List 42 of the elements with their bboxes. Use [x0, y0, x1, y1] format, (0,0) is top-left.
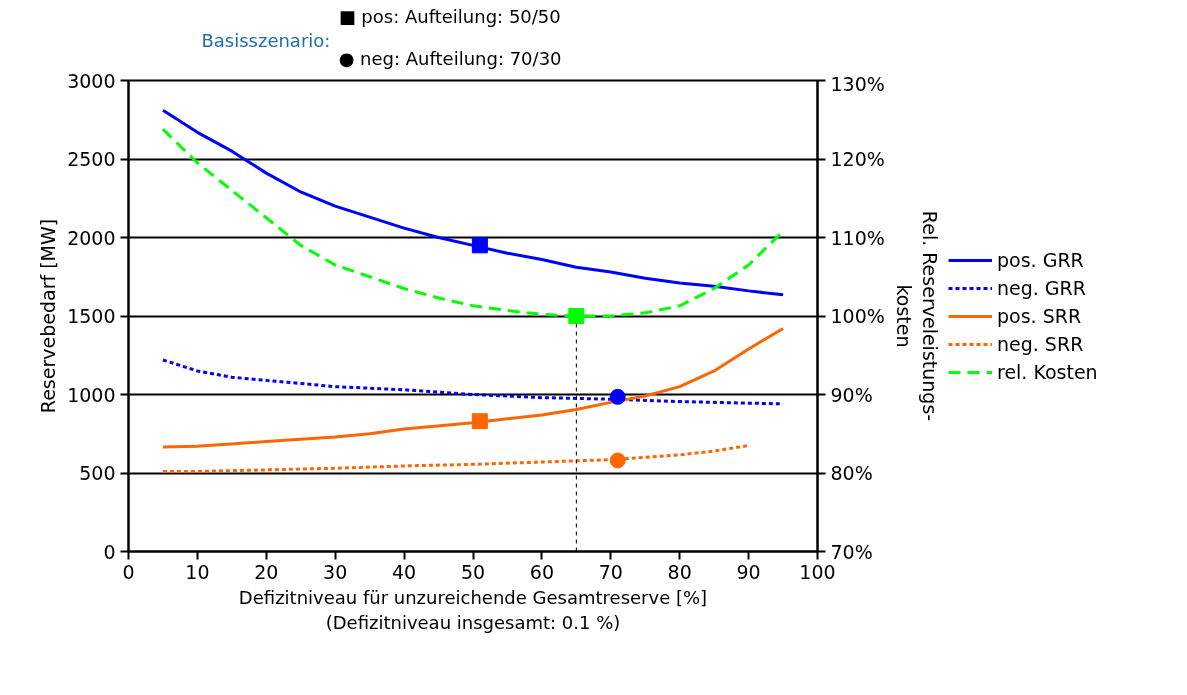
y2-tick-label: 90%: [830, 383, 873, 406]
legend-label: pos. SRR: [997, 304, 1082, 327]
y2-tick-label: 110%: [830, 226, 885, 249]
text: ■ pos: Aufteilung: 50/50: [338, 5, 561, 27]
x-tick-label: 90: [736, 560, 761, 583]
point: [609, 388, 626, 405]
x-axis-title: Defizitniveau für unzureichende Gesamtreserve [%] (Defizitniveau insgesamt: 0.1 %): [238, 586, 708, 633]
line-series: [161, 108, 785, 297]
y-tick-label: 0: [103, 540, 116, 563]
x-tick-label: 40: [392, 560, 417, 583]
legend-label: rel. Kosten: [997, 360, 1098, 383]
x-tick-label: 0: [122, 560, 135, 583]
y2-tick-label: 80%: [830, 462, 873, 484]
y-tick-label: 500: [79, 462, 116, 484]
y-tick-label: 2000: [67, 226, 116, 249]
text: ● neg: Aufteilung: 70/30: [338, 47, 562, 69]
y-tick-label: 3000: [67, 69, 116, 92]
y-tick-label: 1500: [67, 305, 116, 327]
x-tick-label: 20: [254, 560, 279, 583]
x-tick-label: 50: [460, 560, 486, 583]
x-tick-label: 80: [667, 560, 692, 583]
y2-axis-title: Rel. Reserveleistungs- kosten: [892, 210, 942, 422]
point: [471, 237, 488, 254]
y-tick-label: 1000: [67, 383, 116, 406]
y2-tick-label: 130%: [830, 72, 885, 95]
x-tick-label: 60: [529, 560, 554, 583]
line-series: [161, 327, 785, 449]
text: Basisszenario:: [201, 29, 331, 51]
y-tick-label: 2500: [67, 148, 116, 170]
point: [609, 452, 626, 469]
y2-tick-label: 70%: [830, 540, 873, 563]
x-tick-label: 70: [598, 560, 623, 583]
y-axis-title: Reservebedarf [MW]: [37, 218, 60, 414]
point: [471, 413, 488, 430]
legend-label: neg. SRR: [997, 332, 1084, 355]
legend-label: neg. GRR: [997, 276, 1086, 299]
x-tick-label: 100: [799, 560, 836, 583]
x-tick-label: 30: [323, 560, 348, 583]
x-tick-label: 10: [185, 560, 210, 583]
y2-tick-label: 100%: [830, 305, 885, 327]
y2-tick-label: 120%: [830, 148, 885, 170]
legend-label: pos. GRR: [997, 248, 1084, 271]
